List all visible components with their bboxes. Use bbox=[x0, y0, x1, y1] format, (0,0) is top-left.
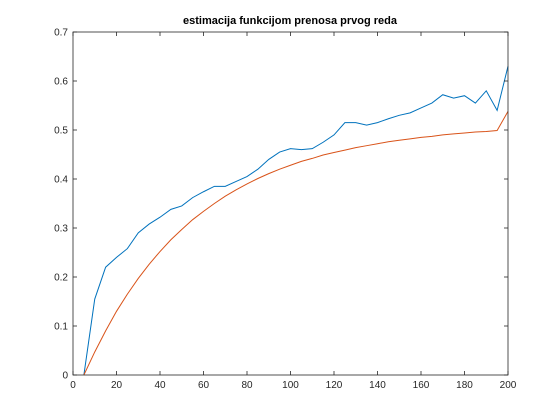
x-tick-label: 60 bbox=[198, 380, 210, 391]
chart-title: estimacija funkcijom prenosa prvog reda bbox=[183, 15, 398, 27]
series-line-2 bbox=[83, 111, 509, 376]
x-tick-label: 80 bbox=[241, 380, 253, 391]
x-tick-label: 140 bbox=[369, 380, 386, 391]
x-tick-label: 0 bbox=[70, 380, 76, 391]
x-tick-label: 180 bbox=[456, 380, 473, 391]
y-tick-label: 0.3 bbox=[54, 224, 68, 235]
series-line-1 bbox=[83, 66, 509, 376]
y-tick-label: 0.5 bbox=[54, 126, 68, 137]
axes-layer: 0 20 40 60 80 100 120 140 160 180 200 0 0.1 0.2 0.3 0.4… bbox=[54, 28, 517, 392]
y-tick-label: 0.7 bbox=[54, 28, 68, 39]
series-layer bbox=[83, 66, 509, 376]
plot-area bbox=[73, 32, 508, 375]
y-tick-label: 0 bbox=[62, 371, 68, 382]
x-tick-label: 200 bbox=[500, 380, 517, 391]
x-tick-label: 40 bbox=[154, 380, 166, 391]
y-tick-label: 0.2 bbox=[54, 273, 68, 284]
x-tick-label: 160 bbox=[413, 380, 430, 391]
x-tick-label: 120 bbox=[326, 380, 343, 391]
y-tick-label: 0.4 bbox=[54, 175, 68, 186]
y-tick-label: 0.6 bbox=[54, 77, 68, 88]
x-tick-label: 100 bbox=[282, 380, 299, 391]
x-tick-label: 20 bbox=[111, 380, 123, 391]
y-tick-label: 0.1 bbox=[54, 322, 68, 333]
